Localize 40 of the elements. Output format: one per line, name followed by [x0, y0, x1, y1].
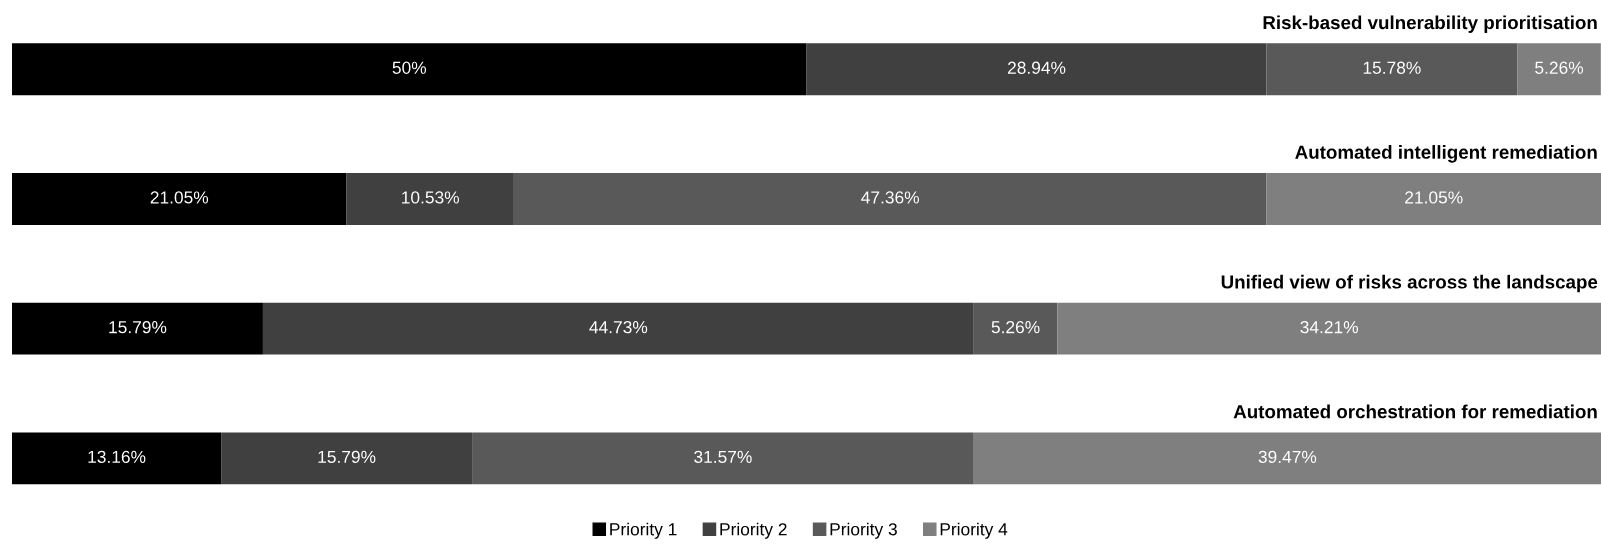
data-label: 47.36%	[861, 191, 919, 204]
bar	[12, 432, 222, 485]
data-label: 39.47%	[1258, 450, 1317, 464]
bar	[346, 173, 514, 225]
bar	[1266, 43, 1518, 96]
bar	[513, 173, 1267, 225]
legend-label: Priority 4	[940, 522, 1008, 539]
legend-label: Priority 1	[610, 522, 677, 539]
bar	[12, 43, 807, 96]
legend-label: Priority 3	[830, 522, 897, 539]
bar	[262, 302, 974, 355]
data-label: 15.79%	[318, 450, 376, 464]
y-tick-label: Automated orchestration for remediation	[1233, 404, 1597, 419]
data-label: 10.53%	[402, 191, 460, 204]
data-label: 15.79%	[109, 321, 167, 334]
data-label: 44.73%	[589, 321, 648, 334]
y-tick-label: Automated intelligent remediation	[1295, 145, 1597, 163]
data-label: 21.05%	[1405, 191, 1463, 204]
bar	[12, 302, 263, 355]
legend-label: Priority 2	[720, 522, 787, 539]
bar	[12, 173, 347, 225]
y-tick-label: Risk-based vulnerability prioritisation	[1263, 15, 1597, 33]
data-label: 28.94%	[1007, 61, 1066, 74]
bar	[806, 43, 1267, 96]
bar	[1517, 43, 1601, 96]
bar	[973, 432, 1601, 485]
bar	[1266, 173, 1601, 225]
bar	[472, 432, 974, 485]
data-label: 31.57%	[694, 450, 752, 464]
data-label: 34.21%	[1300, 321, 1358, 334]
y-tick-label: Unified view of risks across the landscape	[1221, 274, 1598, 293]
bar	[1057, 302, 1601, 355]
data-label: 15.78%	[1363, 61, 1421, 74]
bar	[221, 432, 473, 485]
data-label: 50%	[392, 61, 427, 74]
data-label: 5.26%	[991, 321, 1040, 334]
data-label: 21.05%	[150, 191, 209, 204]
data-label: 13.16%	[88, 450, 146, 464]
bar	[973, 302, 1058, 355]
data-label: 5.26%	[1535, 61, 1584, 74]
